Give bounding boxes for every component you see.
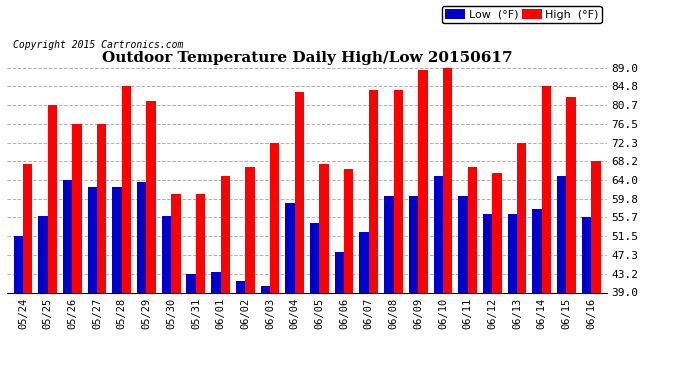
Bar: [261, 286, 270, 292]
Bar: [245, 166, 255, 292]
Bar: [369, 90, 378, 292]
Bar: [295, 92, 304, 292]
Bar: [137, 182, 146, 292]
Bar: [63, 180, 72, 292]
Bar: [285, 202, 295, 292]
Bar: [433, 176, 443, 292]
Bar: [236, 281, 245, 292]
Bar: [443, 68, 453, 292]
Bar: [270, 142, 279, 292]
Bar: [196, 194, 205, 292]
Bar: [409, 196, 418, 292]
Bar: [38, 216, 48, 292]
Bar: [72, 124, 81, 292]
Bar: [310, 223, 319, 292]
Bar: [48, 105, 57, 292]
Bar: [418, 70, 428, 292]
Bar: [468, 166, 477, 292]
Bar: [97, 124, 106, 292]
Bar: [221, 176, 230, 292]
Bar: [359, 232, 369, 292]
Bar: [517, 142, 526, 292]
Bar: [542, 86, 551, 292]
Bar: [23, 164, 32, 292]
Text: Copyright 2015 Cartronics.com: Copyright 2015 Cartronics.com: [13, 40, 184, 51]
Bar: [161, 216, 171, 292]
Bar: [211, 272, 221, 292]
Legend: Low  (°F), High  (°F): Low (°F), High (°F): [442, 6, 602, 23]
Bar: [335, 252, 344, 292]
Bar: [384, 196, 393, 292]
Bar: [186, 274, 196, 292]
Bar: [458, 196, 468, 292]
Bar: [582, 217, 591, 292]
Bar: [566, 97, 576, 292]
Bar: [14, 236, 23, 292]
Bar: [121, 86, 131, 292]
Bar: [483, 214, 493, 292]
Bar: [88, 187, 97, 292]
Bar: [533, 209, 542, 292]
Bar: [146, 101, 156, 292]
Bar: [344, 169, 353, 292]
Bar: [493, 173, 502, 292]
Bar: [557, 176, 566, 292]
Bar: [112, 187, 121, 292]
Bar: [591, 161, 600, 292]
Bar: [319, 164, 329, 292]
Title: Outdoor Temperature Daily High/Low 20150617: Outdoor Temperature Daily High/Low 20150…: [101, 51, 513, 65]
Bar: [171, 194, 181, 292]
Bar: [393, 90, 403, 292]
Bar: [508, 214, 517, 292]
